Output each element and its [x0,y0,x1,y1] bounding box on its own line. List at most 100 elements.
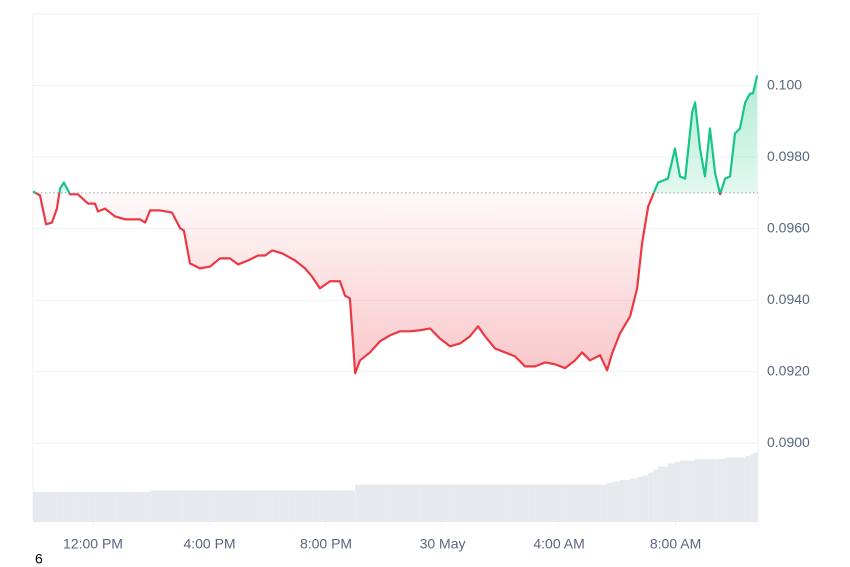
x-tick-label: 8:00 PM [300,536,352,552]
volume-bar [757,451,758,522]
volume-bar [612,481,620,522]
volume-bar [494,484,506,522]
volume-bar [409,484,421,522]
volume-bar [619,480,631,522]
volume-bar [247,490,259,522]
volume-bar [220,490,230,522]
volume-bar [750,454,754,522]
volume-bar [524,484,536,522]
volume-bar [229,490,239,522]
volume-bar [63,492,70,522]
volume-bar [478,484,486,522]
y-tick-label: 0.0960 [767,219,810,235]
volume-bar [439,484,451,522]
volume-bar [56,492,61,522]
volume-bar [60,492,64,522]
volume-bar [295,490,306,522]
volume-bar [679,460,686,522]
volume-bar [39,492,47,522]
volume-bar [305,490,313,522]
volume-bar [210,490,221,522]
volume-bar [360,484,371,522]
volume-bar [658,466,668,522]
volume-bar [282,490,296,522]
volume-bar [709,459,716,522]
volume-bar [180,490,184,522]
volume-bar [95,492,98,522]
volume-bar [77,492,89,522]
volume-bar [653,469,659,522]
volume-bar [349,490,356,522]
x-tick-label: 8:00 AM [650,536,701,552]
volume-bar [685,460,693,522]
volume-bar [469,484,479,522]
volume-bar [330,490,341,522]
volume-bar [607,483,613,522]
volume-bar [460,484,470,522]
y-tick-label: 0.0980 [767,148,810,164]
volume-bar [450,484,461,522]
volume-bar [97,492,105,522]
volume-bar [238,490,248,522]
volume-bar [725,457,731,522]
y-tick-label: 0.0940 [767,291,810,307]
volume-bar [430,484,440,522]
volume-bar [485,484,495,522]
volume-bar [125,492,140,522]
volume-bar [700,459,705,522]
volume-bar [379,484,391,522]
volume-bar [630,478,638,522]
volume-bar [692,460,696,522]
volume-bar [505,484,516,522]
volume-bar [51,492,57,522]
volume-bar [183,490,191,522]
volume-bar [589,484,601,522]
volume-bar [312,490,320,522]
volume-bar [420,484,431,522]
volume-bar [545,484,555,522]
volume-bar [734,457,740,522]
y-tick-label: 0.0900 [767,434,810,450]
volume-bar [600,484,608,522]
volume-bar [582,484,590,522]
x-tick-label: 4:00 PM [183,536,235,552]
volume-bar [648,472,654,522]
volume-bar [104,492,116,522]
volume-bar [695,459,701,522]
volume-bar [753,453,758,522]
volume-bar [642,475,649,522]
volume-bar [344,490,350,522]
volume-bar [33,492,40,522]
price-line [32,75,759,375]
volume-bar [46,492,52,522]
volume-bar [637,477,643,522]
corner-text: 6 [35,551,43,567]
volume-bar [159,490,172,522]
volume-bar [575,484,583,522]
volume-bar [69,492,78,522]
volume-bar [535,484,546,522]
volume-bar [190,490,200,522]
volume-bar [145,492,151,522]
volume-bar [115,492,126,522]
volume-bar [715,459,721,522]
volume-bar [171,490,181,522]
volume-bar [674,462,680,522]
volume-bar [199,490,211,522]
volume-bar [390,484,401,522]
volume-bar [88,492,96,522]
volume-bar [554,484,566,522]
volume-bar [258,490,266,522]
volume-bar [515,484,525,522]
volume-bar [139,492,146,522]
volume-bar [720,459,726,522]
volume-bar [355,484,361,522]
volume-bar [739,457,746,522]
y-tick-label: 0.0920 [767,362,810,378]
y-tick-label: 0.100 [767,76,802,92]
x-tick-label: 12:00 PM [63,536,123,552]
volume-bar [272,490,283,522]
volume-bar [150,490,160,522]
volume-bar [265,490,273,522]
volume-bar [667,463,675,522]
